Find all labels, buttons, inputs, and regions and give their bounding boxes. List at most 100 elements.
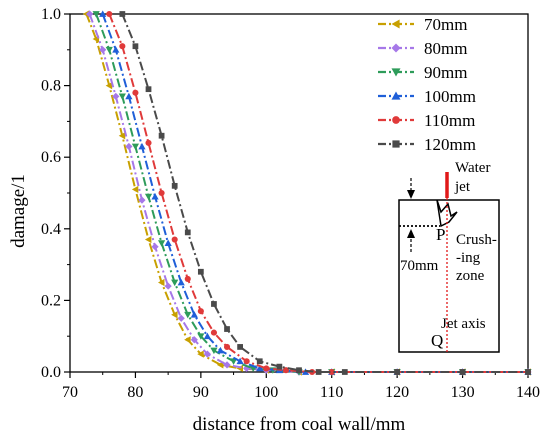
legend-label: 120mm	[424, 135, 476, 154]
arrow-up-icon	[407, 229, 415, 238]
data-point	[392, 116, 400, 124]
legend-entry: 100mm	[378, 87, 476, 106]
data-point	[112, 92, 120, 100]
data-point	[118, 132, 126, 140]
data-point	[391, 19, 400, 29]
distance-label: 70mm	[400, 258, 439, 274]
crushing-zone-label: Crush--ing zone	[456, 232, 497, 284]
data-point	[86, 10, 94, 18]
legend: 70mm 80mm 90mm 100mm 110mm 120mm	[378, 15, 476, 154]
data-point	[203, 332, 211, 340]
data-point	[237, 344, 243, 350]
data-point	[392, 140, 400, 148]
data-point	[263, 365, 270, 372]
series-line	[121, 13, 528, 373]
x-tick-label: 80	[127, 384, 143, 401]
legend-entry: 90mm	[378, 63, 467, 82]
x-tick-label: 120	[385, 384, 409, 401]
x-tick-label: 90	[193, 384, 209, 401]
data-point	[144, 193, 153, 201]
data-point	[145, 86, 152, 93]
data-point	[119, 43, 126, 50]
data-point	[125, 142, 133, 151]
data-point	[341, 369, 348, 375]
legend-entry: 110mm	[378, 111, 475, 130]
data-point	[171, 279, 179, 287]
series-layer	[82, 10, 532, 376]
data-point	[197, 308, 204, 315]
data-point	[391, 68, 401, 77]
data-point	[256, 364, 264, 372]
data-point	[164, 239, 172, 246]
x-axis-label: distance from coal wall/mm	[193, 414, 406, 435]
data-point	[190, 311, 198, 318]
x-tick-label: 100	[254, 384, 278, 401]
data-point	[224, 326, 230, 332]
y-tick-label: 1.0	[41, 6, 61, 23]
data-point	[197, 268, 204, 275]
x-tick-label: 110	[320, 384, 343, 401]
point-q-label: Q	[431, 331, 443, 350]
x-tick-label: 130	[451, 384, 475, 401]
legend-label: 80mm	[424, 39, 467, 58]
data-point	[99, 10, 107, 17]
data-point	[296, 367, 302, 374]
legend-entry: 80mm	[378, 39, 467, 58]
data-point	[190, 336, 198, 344]
data-point	[315, 369, 322, 375]
data-point	[216, 346, 225, 354]
data-point	[119, 11, 126, 17]
data-point	[144, 235, 152, 244]
data-point	[236, 357, 244, 365]
data-point	[391, 43, 401, 53]
data-point	[256, 358, 263, 365]
series-120mm	[119, 11, 531, 375]
data-point	[151, 243, 159, 251]
data-point	[525, 369, 531, 375]
data-point	[151, 192, 159, 200]
data-point	[112, 46, 120, 53]
data-point	[184, 311, 192, 319]
data-point	[391, 91, 401, 100]
data-point	[223, 343, 231, 350]
data-point	[164, 282, 172, 290]
data-point	[82, 10, 90, 18]
data-point	[394, 369, 401, 375]
y-tick-label: 0.6	[41, 149, 61, 166]
data-point	[459, 369, 466, 375]
jet-axis-label: Jet axis	[441, 316, 486, 332]
data-point	[138, 142, 146, 150]
data-point	[145, 139, 152, 146]
data-point	[106, 10, 113, 18]
legend-entry: 70mm	[378, 15, 467, 34]
y-tick-label: 0.4	[41, 221, 61, 238]
data-point	[184, 229, 191, 236]
data-point	[276, 363, 283, 370]
data-point	[92, 11, 100, 18]
y-tick-label: 0.8	[41, 78, 61, 95]
data-point	[210, 329, 218, 336]
legend-label: 70mm	[424, 15, 467, 34]
data-point	[177, 314, 185, 322]
data-point	[197, 350, 204, 358]
data-point	[105, 82, 113, 90]
legend-label: 100mm	[424, 87, 476, 106]
data-point	[158, 189, 165, 197]
data-point	[105, 46, 113, 54]
y-tick-label: 0.2	[41, 292, 61, 309]
data-point	[171, 182, 178, 189]
data-point	[158, 240, 166, 247]
data-point	[131, 143, 140, 151]
data-point	[132, 43, 139, 50]
data-point	[158, 132, 165, 139]
data-point	[229, 358, 238, 365]
legend-label: 110mm	[424, 111, 475, 130]
data-point	[171, 236, 178, 243]
coal-block	[398, 199, 500, 353]
data-point	[99, 46, 107, 54]
data-point	[177, 278, 185, 286]
data-point	[118, 93, 126, 100]
